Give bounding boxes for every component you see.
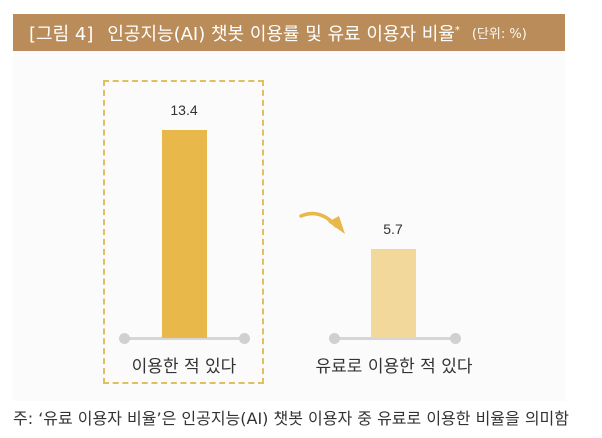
chart-panel xyxy=(13,51,565,401)
bar-used xyxy=(162,130,207,338)
title-footnote-mark: * xyxy=(454,24,460,36)
curved-arrow-icon xyxy=(299,211,345,234)
chart-title: 인공지능(AI) 챗봇 이용률 및 유료 이용자 비율* xyxy=(107,23,460,45)
baseline-1 xyxy=(124,337,244,340)
value-label-paid: 5.7 xyxy=(383,221,403,237)
baseline-dot xyxy=(119,333,130,344)
figure-label: [그림 4] xyxy=(29,23,94,45)
bar-paid xyxy=(371,249,416,338)
category-label-paid: 유료로 이용한 적 있다 xyxy=(315,357,473,377)
baseline-dot xyxy=(239,333,250,344)
category-label-used: 이용한 적 있다 xyxy=(131,357,237,377)
baseline-2 xyxy=(334,337,455,340)
highlight-dashed-box xyxy=(103,80,264,384)
baseline-dot xyxy=(450,333,461,344)
unit-label: (단위: %) xyxy=(471,27,527,42)
footnote: 주: ‘유료 이용자 비율’은 인공지능(AI) 챗봇 이용자 중 유료로 이용… xyxy=(13,409,569,428)
baseline-dot xyxy=(329,333,340,344)
value-label-used: 13.4 xyxy=(170,102,198,118)
figure-header: [그림 4] 인공지능(AI) 챗봇 이용률 및 유료 이용자 비율* (단위:… xyxy=(13,14,565,51)
